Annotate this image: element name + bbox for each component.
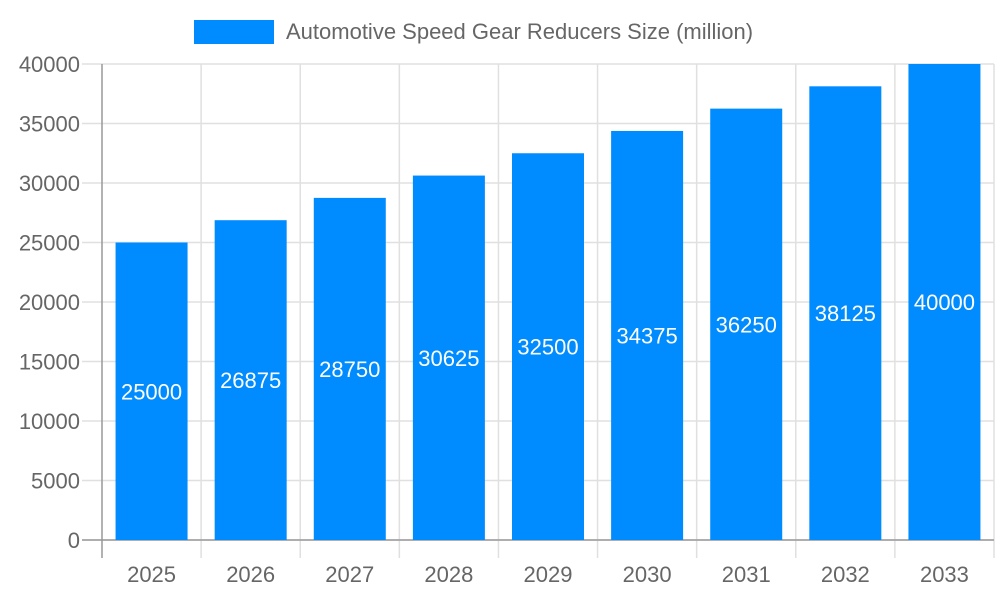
bar (115, 242, 188, 540)
x-tick-label: 2028 (424, 562, 473, 587)
bar (809, 86, 882, 540)
data-label: 26875 (220, 368, 281, 393)
y-tick-label: 20000 (19, 290, 80, 315)
y-tick-label: 30000 (19, 171, 80, 196)
x-tick-label: 2031 (722, 562, 771, 587)
y-tick-label: 40000 (19, 52, 80, 77)
y-tick-label: 5000 (31, 469, 80, 494)
data-label: 28750 (319, 357, 380, 382)
bar (611, 130, 684, 540)
legend-swatch (194, 20, 274, 44)
data-label: 40000 (914, 290, 975, 315)
x-tick-label: 2026 (226, 562, 275, 587)
y-tick-label: 35000 (19, 112, 80, 137)
data-label: 30625 (418, 346, 479, 371)
x-tick-label: 2030 (623, 562, 672, 587)
bar (412, 175, 485, 540)
data-label: 34375 (617, 323, 678, 348)
bar (710, 108, 783, 540)
data-label: 32500 (517, 335, 578, 360)
data-label: 36250 (716, 312, 777, 337)
y-tick-label: 25000 (19, 231, 80, 256)
bar (313, 197, 386, 540)
y-tick-label: 0 (68, 528, 80, 553)
x-tick-label: 2027 (325, 562, 374, 587)
x-tick-label: 2029 (524, 562, 573, 587)
bar (512, 153, 584, 540)
bar (908, 64, 981, 540)
x-tick-label: 2033 (920, 562, 969, 587)
data-label: 38125 (815, 301, 876, 326)
y-tick-label: 10000 (19, 409, 80, 434)
x-tick-label: 2032 (821, 562, 870, 587)
legend: Automotive Speed Gear Reducers Size (mil… (194, 19, 753, 44)
x-tick-label: 2025 (127, 562, 176, 587)
bar (214, 220, 287, 540)
data-label: 25000 (121, 379, 182, 404)
legend-label: Automotive Speed Gear Reducers Size (mil… (286, 19, 753, 44)
y-tick-label: 15000 (19, 350, 80, 375)
